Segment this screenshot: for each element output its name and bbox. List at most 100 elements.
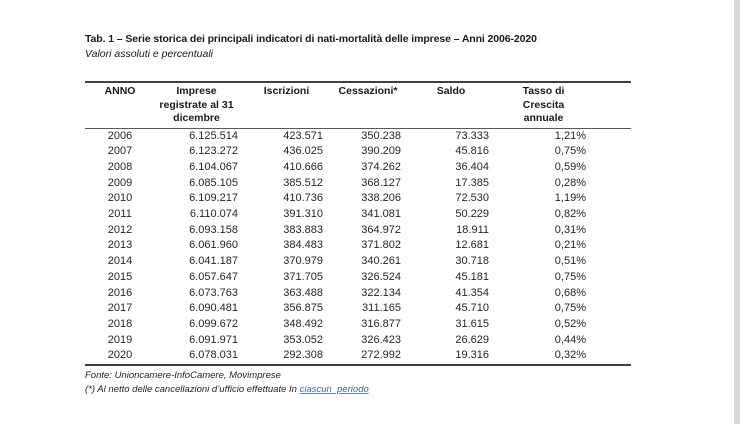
- table-cell: 6.125.514: [189, 129, 238, 142]
- table-cell: 6.041.187: [189, 255, 238, 268]
- table-cell: 353.052: [283, 333, 323, 346]
- table-cell: 423.571: [283, 129, 323, 142]
- table-cell: 2007: [107, 145, 133, 158]
- table-cell: 30.718: [455, 255, 489, 268]
- table-cell: 45.816: [455, 145, 489, 158]
- table-cell: 6.099.672: [189, 317, 238, 330]
- table-cell: 316.877: [361, 317, 401, 330]
- table-cell: 364.972: [361, 223, 401, 236]
- table-cell: 2018: [107, 317, 133, 330]
- table-cell: 0,44%: [554, 333, 586, 346]
- table-cell: 0,75%: [554, 270, 586, 283]
- page-edge-strip: [734, 0, 740, 424]
- table-cell: 385.512: [283, 176, 323, 189]
- table-cell: 2014: [107, 255, 133, 268]
- table-cell: 6.104.067: [189, 160, 238, 173]
- table-cell: 6.093.158: [189, 223, 238, 236]
- table-cell: 2020: [85, 348, 155, 367]
- table-cell: 26.629: [455, 333, 489, 346]
- table-cell: 363.488: [283, 286, 323, 299]
- table-cell: 18.911: [456, 223, 489, 236]
- table-cell: 410.736: [283, 192, 323, 205]
- table-cell: 6.085.105: [189, 176, 238, 189]
- source-note: Fonte: Unioncamere-InfoCamere, Movimpres…: [85, 370, 281, 382]
- table-cell: 391.310: [283, 208, 323, 221]
- table-row: 2019 6.091.971 353.052 326.423 26.629 0,44%: [85, 333, 631, 349]
- table-cell: 0,52%: [554, 317, 586, 330]
- table-cell: 436.025: [283, 145, 323, 158]
- table-cell: 0,32%: [501, 348, 631, 367]
- table-row: 2014 6.041.187 370.979 340.261 30.718 0,51%: [85, 254, 631, 270]
- table-body: 2006 6.125.514 423.571 350.238 73.333 1,21% 20…: [85, 128, 631, 367]
- table-cell: 0,28%: [554, 176, 586, 189]
- table-cell: 6.109.217: [189, 192, 238, 205]
- table-row: 2006 6.125.514 423.571 350.238 73.333 1,21%: [85, 128, 631, 144]
- table-cell: 338.206: [361, 192, 401, 205]
- table-cell: 410.666: [283, 160, 323, 173]
- table-cell: 371.802: [361, 239, 401, 252]
- table-row: 2015 6.057.647 371.705 326.524 45.181 0,75%: [85, 270, 631, 286]
- table-cell: 6.123.272: [189, 145, 238, 158]
- table-cell: 2016: [107, 286, 133, 299]
- table-cell: 6.110.074: [189, 208, 238, 221]
- table-cell: 292.308: [250, 348, 335, 367]
- table-cell: 1,19%: [554, 192, 586, 205]
- table-row: 2013 6.061.960 384.483 371.802 12.681 0,21%: [85, 238, 631, 254]
- table-row: 2010 6.109.217 410.736 338.206 72.530 1,19%: [85, 191, 631, 207]
- table-cell: 72.530: [455, 192, 489, 205]
- column-header: ANNO: [85, 81, 155, 129]
- header-row: ANNO Imprese registrate al 31 dicembre Isc…: [85, 81, 631, 129]
- table-subtitle: Valori assoluti e percentuali: [85, 48, 214, 60]
- column-header: Tasso di Crescita annuale: [501, 81, 631, 129]
- table-cell: 0,59%: [554, 160, 586, 173]
- table-cell: 374.262: [361, 160, 401, 173]
- table-cell: 370.979: [283, 255, 323, 268]
- table-row: 2017 6.090.481 356.875 311.165 45.710 0,75%: [85, 301, 631, 317]
- table-cell: 6.090.481: [189, 302, 238, 315]
- table-cell: 0,21%: [554, 239, 586, 252]
- table-cell: 356.875: [283, 302, 323, 315]
- table-cell: 272.992: [335, 348, 413, 367]
- asterisk-note-link[interactable]: ciascun periodo: [299, 383, 369, 395]
- table-cell: 0,75%: [554, 302, 586, 315]
- table-row: 2008 6.104.067 410.666 374.262 36.404 0,59%: [85, 160, 631, 176]
- table-cell: 368.127: [361, 176, 401, 189]
- table-cell: 390.209: [361, 145, 401, 158]
- table-cell: 384.483: [283, 239, 323, 252]
- table-cell: 2011: [108, 208, 132, 221]
- table-row: 2018 6.099.672 348.492 316.877 31.615 0,52%: [85, 317, 631, 333]
- table-title: Tab. 1 – Serie storica dei principali in…: [85, 33, 537, 45]
- table-cell: 6.073.763: [189, 286, 238, 299]
- table-row: 2009 6.085.105 385.512 368.127 17.385 0,28%: [85, 176, 631, 192]
- table-cell: 6.078.031: [155, 348, 250, 367]
- table-cell: 326.423: [361, 333, 401, 346]
- table-cell: 371.705: [283, 270, 323, 283]
- document-content: Tab. 1 – Serie storica dei principali in…: [85, 31, 631, 396]
- table-row: 2007 6.123.272 436.025 390.209 45.816 0,75%: [85, 144, 631, 160]
- table-cell: 50.229: [455, 208, 489, 221]
- table-cell: 340.261: [361, 255, 401, 268]
- table-row: 2012 6.093.158 383.883 364.972 18.911 0,31%: [85, 223, 631, 239]
- indicators-table: ANNO Imprese registrate al 31 dicembre Isc…: [85, 81, 631, 367]
- table-row: 2020 6.078.031 292.308 272.992 19.316 0,32%: [85, 348, 631, 367]
- table-cell: 350.238: [361, 129, 401, 142]
- footnotes: Fonte: Unioncamere-InfoCamere, Movimpres…: [85, 369, 631, 396]
- table-cell: 2019: [107, 333, 133, 346]
- table-cell: 31.615: [455, 317, 489, 330]
- table-cell: 17.385: [455, 176, 489, 189]
- table-cell: 45.710: [455, 302, 489, 315]
- column-header: Imprese registrate al 31 dicembre: [155, 81, 250, 129]
- table-cell: 2017: [107, 302, 133, 315]
- table-cell: 6.091.971: [189, 333, 238, 346]
- table-cell: 2009: [107, 176, 133, 189]
- table-cell: 73.333: [455, 129, 489, 142]
- table-cell: 348.492: [283, 317, 323, 330]
- table-cell: 2012: [107, 223, 133, 236]
- table-cell: 19.316: [413, 348, 501, 367]
- column-header: Cessazioni*: [335, 81, 413, 129]
- table-cell: 326.524: [361, 270, 401, 283]
- table-cell: 12.681: [455, 239, 489, 252]
- asterisk-note: (*) Al netto delle cancellazioni d’uffic…: [85, 383, 631, 397]
- table-row: 2016 6.073.763 363.488 322.134 41.354 0,68%: [85, 286, 631, 302]
- table-cell: 0,75%: [554, 145, 586, 158]
